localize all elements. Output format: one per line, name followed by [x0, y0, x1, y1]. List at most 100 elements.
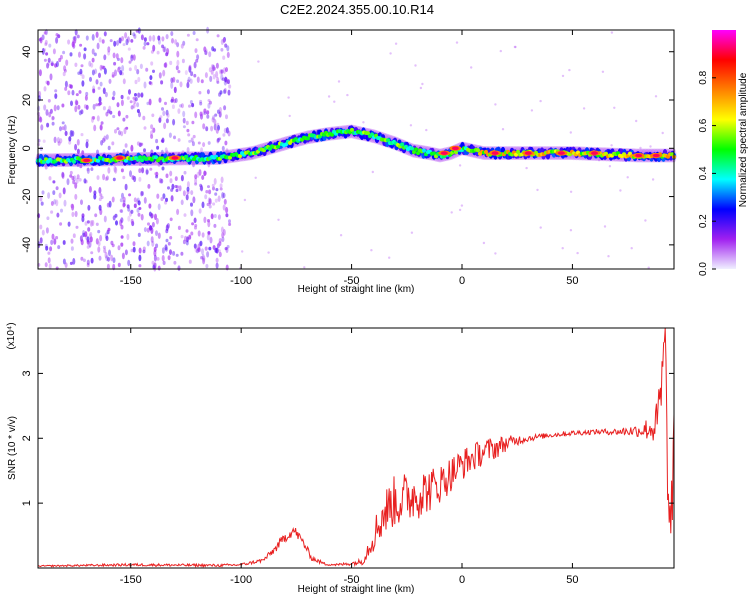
- noise-dot: [69, 261, 73, 265]
- noise-dot: [207, 99, 211, 102]
- noise-dot: [117, 245, 121, 251]
- noise-dot: [190, 209, 194, 217]
- noise-dot: [607, 255, 610, 258]
- noise-dot: [112, 52, 116, 59]
- noise-dot: [214, 113, 218, 117]
- noise-dot: [87, 204, 91, 211]
- noise-dot: [97, 229, 101, 234]
- noise-dot: [63, 69, 67, 73]
- noise-dot: [180, 174, 184, 182]
- noise-dot: [201, 248, 204, 255]
- noise-dot: [182, 239, 186, 245]
- noise-dot: [125, 114, 129, 119]
- noise-dot: [198, 169, 202, 176]
- snr-xlabel: Height of straight line (km): [298, 584, 415, 595]
- noise-dot: [215, 62, 219, 69]
- noise-dot: [203, 170, 207, 177]
- noise-dot: [148, 203, 152, 209]
- noise-dot: [210, 125, 214, 132]
- noise-dot: [108, 105, 112, 113]
- hotspot-core: [635, 153, 643, 158]
- noise-dot: [171, 38, 174, 44]
- noise-dot: [122, 202, 126, 208]
- noise-dot: [225, 206, 229, 214]
- noise-dot: [103, 135, 107, 142]
- noise-dot: [165, 52, 169, 57]
- noise-dot: [68, 140, 72, 145]
- noise-dot: [188, 104, 191, 108]
- noise-dot: [225, 213, 229, 218]
- noise-dot: [75, 225, 79, 229]
- noise-dot: [134, 64, 138, 71]
- noise-dot: [139, 63, 143, 69]
- noise-dot: [530, 109, 534, 112]
- noise-dot: [44, 42, 48, 46]
- noise-dot: [169, 236, 173, 240]
- noise-dot: [647, 266, 650, 269]
- x-tick-label: -50: [344, 574, 360, 586]
- noise-dot: [218, 241, 222, 247]
- noise-dot: [88, 60, 92, 67]
- noise-dot: [206, 89, 210, 95]
- noise-dot: [137, 92, 141, 98]
- noise-dot: [188, 139, 192, 143]
- noise-dot: [199, 99, 203, 104]
- noise-dot: [208, 246, 212, 251]
- noise-dot: [180, 234, 184, 239]
- noise-dot: [102, 106, 106, 111]
- noise-dot: [44, 243, 48, 249]
- noise-dot: [213, 48, 217, 52]
- ridge-core: [238, 154, 242, 159]
- noise-dot: [198, 208, 202, 214]
- noise-dot: [188, 64, 192, 71]
- noise-dot: [62, 187, 66, 195]
- noise-dot: [103, 31, 107, 37]
- noise-dot: [142, 46, 146, 50]
- ridge-core: [516, 149, 520, 154]
- noise-dot: [176, 50, 180, 58]
- noise-dot: [97, 246, 101, 253]
- noise-dot: [152, 44, 156, 52]
- noise-dot: [219, 183, 223, 189]
- x-tick-label: -150: [120, 574, 142, 586]
- noise-dot: [218, 107, 222, 114]
- noise-dot: [561, 74, 565, 78]
- noise-dot: [212, 186, 215, 191]
- noise-dot: [170, 31, 174, 37]
- noise-dot: [207, 219, 210, 223]
- noise-dot: [188, 234, 192, 240]
- noise-dot: [98, 204, 102, 211]
- noise-dot: [68, 83, 72, 89]
- noise-dot: [111, 96, 115, 101]
- noise-dot: [39, 146, 43, 151]
- noise-dot: [241, 250, 244, 253]
- noise-dot: [70, 100, 73, 107]
- noise-dot: [91, 219, 95, 227]
- noise-dot: [80, 133, 84, 137]
- noise-dot: [130, 144, 134, 152]
- noise-dot: [222, 133, 226, 137]
- noise-dot: [140, 190, 144, 197]
- noise-dot: [53, 238, 57, 245]
- noise-dot: [200, 147, 204, 154]
- noise-dot: [191, 222, 195, 226]
- noise-dot: [44, 262, 48, 268]
- noise-dot: [52, 48, 56, 55]
- noise-dot: [161, 36, 165, 42]
- noise-dot: [107, 50, 111, 56]
- noise-dot: [327, 95, 331, 98]
- noise-dot: [138, 142, 142, 148]
- noise-dot: [46, 216, 50, 220]
- noise-dot: [458, 164, 462, 167]
- noise-dot: [50, 210, 54, 214]
- noise-dot: [162, 193, 166, 199]
- noise-dot: [150, 213, 154, 219]
- noise-dot: [173, 135, 176, 140]
- noise-dot: [182, 117, 186, 124]
- noise-dot: [120, 235, 124, 239]
- noise-dot: [569, 131, 572, 134]
- spectrogram-ticks: -150 -100 -50 0 50 -40 -20 0 20 40: [21, 30, 674, 287]
- noise-dot: [494, 103, 497, 106]
- noise-dot: [654, 95, 658, 98]
- noise-dot: [208, 198, 212, 205]
